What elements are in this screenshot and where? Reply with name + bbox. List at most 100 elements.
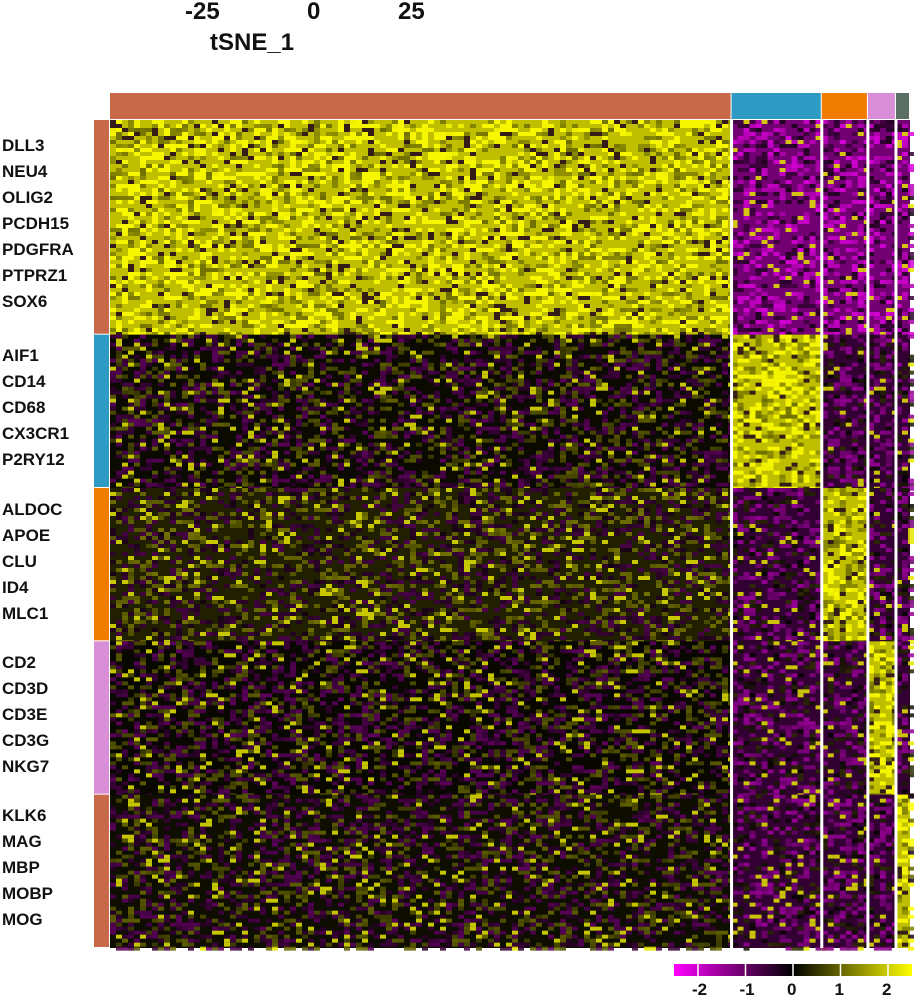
heatmap-cell bbox=[164, 260, 170, 264]
heatmap-cell bbox=[200, 176, 206, 180]
heatmap-cell bbox=[368, 148, 374, 152]
heatmap-cell bbox=[524, 296, 530, 300]
heatmap-cell bbox=[632, 232, 638, 236]
heatmap-cell bbox=[722, 176, 728, 180]
heatmap-cell bbox=[290, 188, 296, 192]
heatmap-cell bbox=[476, 184, 482, 188]
heatmap-cell bbox=[386, 176, 392, 180]
heatmap-cell bbox=[530, 268, 536, 272]
heatmap-cell bbox=[320, 164, 326, 168]
heatmap-cell bbox=[278, 371, 284, 375]
heatmap-cell bbox=[644, 355, 650, 359]
heatmap-cell bbox=[668, 196, 674, 200]
heatmap-cell bbox=[308, 371, 314, 375]
heatmap-cell bbox=[452, 320, 458, 324]
heatmap-cell bbox=[482, 172, 488, 176]
heatmap-cell bbox=[368, 196, 374, 200]
heatmap-cell bbox=[572, 148, 578, 152]
heatmap-cell bbox=[470, 379, 476, 383]
heatmap-cell bbox=[440, 156, 446, 160]
heatmap-cell bbox=[880, 164, 886, 168]
heatmap-cell bbox=[254, 367, 260, 371]
heatmap-cell bbox=[530, 276, 536, 280]
heatmap-cell bbox=[452, 220, 458, 224]
heatmap-cell bbox=[194, 200, 200, 204]
heatmap-cell bbox=[744, 264, 750, 268]
heatmap-cell bbox=[446, 236, 452, 240]
heatmap-cell bbox=[542, 316, 548, 320]
heatmap-cell bbox=[182, 284, 188, 288]
heatmap-cell bbox=[846, 292, 852, 296]
heatmap-cell bbox=[846, 280, 852, 284]
heatmap-cell bbox=[116, 208, 122, 212]
heatmap-cell bbox=[242, 308, 248, 312]
heatmap-cell bbox=[188, 192, 194, 196]
heatmap-cell bbox=[500, 124, 506, 128]
heatmap-cell bbox=[194, 312, 200, 316]
heatmap-cell bbox=[710, 367, 716, 371]
heatmap-cell bbox=[614, 248, 620, 252]
heatmap-cell bbox=[614, 204, 620, 208]
heatmap-cell bbox=[416, 228, 422, 232]
heatmap-cell bbox=[902, 292, 908, 296]
heatmap-cell bbox=[506, 264, 512, 268]
heatmap-cell bbox=[840, 240, 846, 244]
heatmap-cell bbox=[500, 375, 506, 379]
heatmap-cell bbox=[242, 284, 248, 288]
heatmap-cell bbox=[488, 296, 494, 300]
heatmap-cell bbox=[656, 228, 662, 232]
heatmap-cell bbox=[218, 244, 224, 248]
heatmap-cell bbox=[452, 339, 458, 343]
heatmap-cell bbox=[644, 148, 650, 152]
heatmap-cell bbox=[440, 220, 446, 224]
heatmap-cell bbox=[692, 328, 698, 332]
heatmap-cell bbox=[518, 244, 524, 248]
heatmap-cell bbox=[410, 359, 416, 363]
heatmap-cell bbox=[880, 228, 886, 232]
heatmap-cell bbox=[116, 391, 122, 395]
heatmap-cell bbox=[840, 260, 846, 264]
heatmap-cell bbox=[308, 172, 314, 176]
heatmap-cell bbox=[236, 140, 242, 144]
heatmap-cell bbox=[744, 152, 750, 156]
heatmap-cell bbox=[674, 375, 680, 379]
heatmap-cell bbox=[422, 240, 428, 244]
heatmap-cell bbox=[314, 172, 320, 176]
heatmap-cell bbox=[644, 172, 650, 176]
heatmap-cell bbox=[206, 172, 212, 176]
heatmap-cell bbox=[290, 387, 296, 391]
heatmap-cell bbox=[170, 264, 176, 268]
heatmap-cell bbox=[296, 335, 302, 339]
heatmap-cell bbox=[440, 320, 446, 324]
heatmap-cell bbox=[638, 200, 644, 204]
heatmap-cell bbox=[260, 240, 266, 244]
heatmap-cell bbox=[780, 284, 786, 288]
heatmap-cell bbox=[320, 196, 326, 200]
heatmap-cell bbox=[158, 144, 164, 148]
heatmap-cell bbox=[428, 128, 434, 132]
heatmap-cell bbox=[786, 200, 792, 204]
heatmap-cell bbox=[176, 204, 182, 208]
heatmap-cell bbox=[626, 375, 632, 379]
heatmap-cell bbox=[656, 367, 662, 371]
heatmap-cell bbox=[236, 359, 242, 363]
heatmap-cell bbox=[338, 124, 344, 128]
heatmap-cell bbox=[338, 148, 344, 152]
heatmap-cell bbox=[332, 328, 338, 332]
heatmap-cell bbox=[134, 212, 140, 216]
heatmap-cell bbox=[482, 363, 488, 367]
heatmap-cell bbox=[380, 312, 386, 316]
heatmap-cell bbox=[566, 276, 572, 280]
heatmap-cell bbox=[686, 395, 692, 399]
heatmap-cell bbox=[218, 228, 224, 232]
heatmap-cell bbox=[392, 296, 398, 300]
heatmap-cell bbox=[620, 260, 626, 264]
heatmap-cell bbox=[602, 252, 608, 256]
heatmap-cell bbox=[780, 196, 786, 200]
heatmap-cell bbox=[786, 320, 792, 324]
heatmap-cell bbox=[608, 156, 614, 160]
heatmap-cell bbox=[668, 256, 674, 260]
heatmap-cell bbox=[798, 312, 804, 316]
heatmap-cell bbox=[792, 224, 798, 228]
heatmap-cell bbox=[560, 375, 566, 379]
